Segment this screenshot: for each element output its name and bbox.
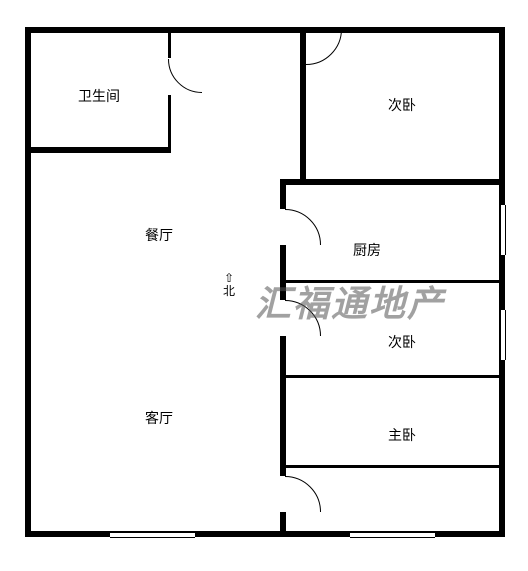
label-bathroom: 卫生间 <box>78 86 120 106</box>
label-bed2b: 次卧 <box>388 332 416 352</box>
bed2b-bottom-wall <box>280 375 505 378</box>
rightstack-left-wall-seg1 <box>280 179 286 209</box>
window-right-1 <box>500 205 506 255</box>
outer-wall-top-left <box>25 27 305 33</box>
bathroom-wall-bottom <box>25 147 171 153</box>
label-bed2a: 次卧 <box>388 95 416 115</box>
rightstack-left-wall-seg2 <box>280 245 286 300</box>
window-right-2 <box>500 310 506 360</box>
rightstack-left-wall-seg3 <box>280 336 286 476</box>
label-living: 客厅 <box>145 408 173 428</box>
label-dining: 餐厅 <box>145 225 173 245</box>
north-indicator: ⇧ 北 <box>223 272 235 298</box>
bathroom-wall-right-lower <box>168 95 171 150</box>
bathroom-door <box>168 25 236 93</box>
window-bottom-1 <box>110 532 195 538</box>
north-label: 北 <box>223 285 235 298</box>
rightstack-left-wall-seg4 <box>280 512 286 537</box>
outer-wall-left <box>25 27 31 537</box>
top-divider-vertical <box>300 27 306 185</box>
kitchen-bottom-wall <box>280 280 505 283</box>
label-kitchen: 厨房 <box>353 240 381 260</box>
bathroom-wall-right-upper <box>168 33 171 58</box>
floor-plan-canvas: 卫生间 餐厅 客厅 厨房 次卧 次卧 主卧 ⇧ 北 汇福通地产 <box>0 0 528 571</box>
label-master: 主卧 <box>388 425 416 445</box>
master-top-wall <box>280 465 505 468</box>
bed2a-wall-bottom <box>280 179 505 185</box>
window-bottom-2 <box>350 532 435 538</box>
